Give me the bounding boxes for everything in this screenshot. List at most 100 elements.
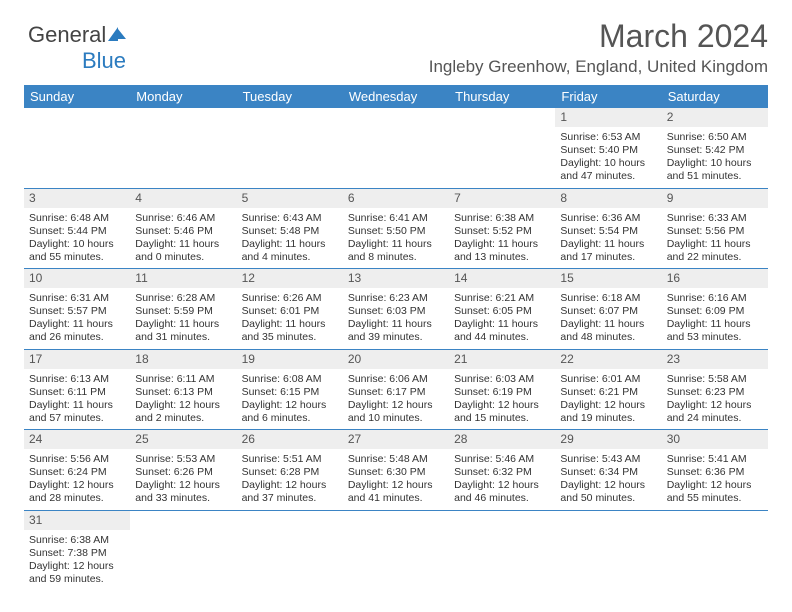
sunset-text: Sunset: 6:32 PM [454,466,550,479]
day-number: 8 [555,189,661,209]
day-number: 16 [662,269,768,289]
daylight-text: Daylight: 12 hours and 10 minutes. [348,399,444,425]
day-details: Sunrise: 6:18 AMSunset: 6:07 PMDaylight:… [555,289,661,349]
day-number: 6 [343,189,449,209]
day-number: 24 [24,430,130,450]
calendar-cell: 14Sunrise: 6:21 AMSunset: 6:05 PMDayligh… [449,269,555,350]
sunset-text: Sunset: 6:17 PM [348,386,444,399]
calendar-cell: 3Sunrise: 6:48 AMSunset: 5:44 PMDaylight… [24,188,130,269]
day-details: Sunrise: 5:58 AMSunset: 6:23 PMDaylight:… [662,370,768,430]
sunset-text: Sunset: 6:23 PM [667,386,763,399]
sunrise-text: Sunrise: 6:33 AM [667,212,763,225]
day-number: 29 [555,430,661,450]
sunrise-text: Sunrise: 6:16 AM [667,292,763,305]
day-number: 31 [24,511,130,531]
calendar-week-row: 24Sunrise: 5:56 AMSunset: 6:24 PMDayligh… [24,430,768,511]
daylight-text: Daylight: 11 hours and 57 minutes. [29,399,125,425]
day-details: Sunrise: 6:46 AMSunset: 5:46 PMDaylight:… [130,209,236,269]
sunrise-text: Sunrise: 6:28 AM [135,292,231,305]
sunrise-text: Sunrise: 6:01 AM [560,373,656,386]
calendar-cell: 12Sunrise: 6:26 AMSunset: 6:01 PMDayligh… [237,269,343,350]
day-details: Sunrise: 5:53 AMSunset: 6:26 PMDaylight:… [130,450,236,510]
calendar-cell [24,108,130,188]
day-details: Sunrise: 6:31 AMSunset: 5:57 PMDaylight:… [24,289,130,349]
daylight-text: Daylight: 12 hours and 55 minutes. [667,479,763,505]
sunset-text: Sunset: 5:56 PM [667,225,763,238]
day-number: 13 [343,269,449,289]
day-number: 5 [237,189,343,209]
calendar-cell: 26Sunrise: 5:51 AMSunset: 6:28 PMDayligh… [237,430,343,511]
day-details: Sunrise: 6:23 AMSunset: 6:03 PMDaylight:… [343,289,449,349]
sunrise-text: Sunrise: 6:26 AM [242,292,338,305]
day-number: 19 [237,350,343,370]
calendar-cell: 19Sunrise: 6:08 AMSunset: 6:15 PMDayligh… [237,349,343,430]
sunset-text: Sunset: 6:21 PM [560,386,656,399]
calendar-cell: 20Sunrise: 6:06 AMSunset: 6:17 PMDayligh… [343,349,449,430]
sunrise-text: Sunrise: 6:23 AM [348,292,444,305]
daylight-text: Daylight: 11 hours and 39 minutes. [348,318,444,344]
calendar-week-row: 17Sunrise: 6:13 AMSunset: 6:11 PMDayligh… [24,349,768,430]
sunset-text: Sunset: 5:44 PM [29,225,125,238]
calendar-week-row: 10Sunrise: 6:31 AMSunset: 5:57 PMDayligh… [24,269,768,350]
calendar-cell: 17Sunrise: 6:13 AMSunset: 6:11 PMDayligh… [24,349,130,430]
sunset-text: Sunset: 5:50 PM [348,225,444,238]
day-details: Sunrise: 5:56 AMSunset: 6:24 PMDaylight:… [24,450,130,510]
sunset-text: Sunset: 6:28 PM [242,466,338,479]
sunrise-text: Sunrise: 5:48 AM [348,453,444,466]
day-details: Sunrise: 6:16 AMSunset: 6:09 PMDaylight:… [662,289,768,349]
day-header: Sunday [24,85,130,108]
day-details: Sunrise: 6:36 AMSunset: 5:54 PMDaylight:… [555,209,661,269]
day-number: 25 [130,430,236,450]
page-header: March 2024 Ingleby Greenhow, England, Un… [24,18,768,77]
calendar-cell [237,510,343,590]
day-details: Sunrise: 6:06 AMSunset: 6:17 PMDaylight:… [343,370,449,430]
daylight-text: Daylight: 12 hours and 28 minutes. [29,479,125,505]
day-details: Sunrise: 6:26 AMSunset: 6:01 PMDaylight:… [237,289,343,349]
calendar-week-row: 3Sunrise: 6:48 AMSunset: 5:44 PMDaylight… [24,188,768,269]
sunrise-text: Sunrise: 6:38 AM [454,212,550,225]
day-number: 27 [343,430,449,450]
sunset-text: Sunset: 6:09 PM [667,305,763,318]
calendar-cell [130,108,236,188]
day-details: Sunrise: 5:51 AMSunset: 6:28 PMDaylight:… [237,450,343,510]
sail-icon-2 [118,29,126,39]
sunset-text: Sunset: 5:54 PM [560,225,656,238]
daylight-text: Daylight: 11 hours and 26 minutes. [29,318,125,344]
day-number: 4 [130,189,236,209]
sunrise-text: Sunrise: 6:21 AM [454,292,550,305]
sunset-text: Sunset: 5:40 PM [560,144,656,157]
day-details: Sunrise: 6:28 AMSunset: 5:59 PMDaylight:… [130,289,236,349]
daylight-text: Daylight: 11 hours and 13 minutes. [454,238,550,264]
daylight-text: Daylight: 12 hours and 6 minutes. [242,399,338,425]
day-header: Saturday [662,85,768,108]
calendar-week-row: 1Sunrise: 6:53 AMSunset: 5:40 PMDaylight… [24,108,768,188]
calendar-cell [555,510,661,590]
calendar-cell [449,108,555,188]
calendar-cell [130,510,236,590]
sunrise-text: Sunrise: 5:56 AM [29,453,125,466]
daylight-text: Daylight: 12 hours and 59 minutes. [29,560,125,586]
sunset-text: Sunset: 6:36 PM [667,466,763,479]
sunrise-text: Sunrise: 6:06 AM [348,373,444,386]
day-number: 21 [449,350,555,370]
daylight-text: Daylight: 12 hours and 33 minutes. [135,479,231,505]
day-details: Sunrise: 5:43 AMSunset: 6:34 PMDaylight:… [555,450,661,510]
calendar-table: Sunday Monday Tuesday Wednesday Thursday… [24,85,768,590]
calendar-cell: 23Sunrise: 5:58 AMSunset: 6:23 PMDayligh… [662,349,768,430]
sunset-text: Sunset: 6:34 PM [560,466,656,479]
calendar-cell: 1Sunrise: 6:53 AMSunset: 5:40 PMDaylight… [555,108,661,188]
day-number: 15 [555,269,661,289]
daylight-text: Daylight: 11 hours and 22 minutes. [667,238,763,264]
daylight-text: Daylight: 12 hours and 2 minutes. [135,399,231,425]
daylight-text: Daylight: 11 hours and 44 minutes. [454,318,550,344]
day-number: 12 [237,269,343,289]
calendar-cell [662,510,768,590]
calendar-body: 1Sunrise: 6:53 AMSunset: 5:40 PMDaylight… [24,108,768,590]
calendar-cell: 13Sunrise: 6:23 AMSunset: 6:03 PMDayligh… [343,269,449,350]
day-details: Sunrise: 5:41 AMSunset: 6:36 PMDaylight:… [662,450,768,510]
calendar-cell: 21Sunrise: 6:03 AMSunset: 6:19 PMDayligh… [449,349,555,430]
calendar-cell [237,108,343,188]
day-details: Sunrise: 6:03 AMSunset: 6:19 PMDaylight:… [449,370,555,430]
day-number: 11 [130,269,236,289]
sunrise-text: Sunrise: 5:43 AM [560,453,656,466]
